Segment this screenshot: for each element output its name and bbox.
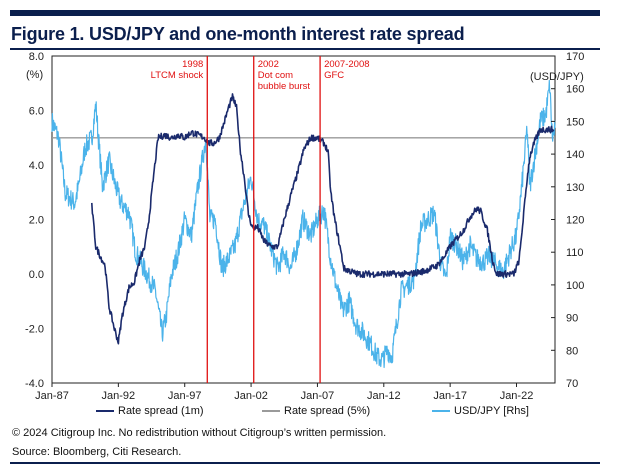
right-tick-label: 150 <box>566 116 584 128</box>
x-tick-label: Jan-17 <box>433 390 467 402</box>
legend-label-rate-spread-1m: Rate spread (1m) <box>118 405 204 417</box>
legend-item-usdjpy: USD/JPY [Rhs] <box>432 405 529 417</box>
legend-swatch-navy <box>96 410 114 412</box>
legend-label-rate-spread-5pct: Rate spread (5%) <box>284 405 371 417</box>
copyright-note: © 2024 Citigroup Inc. No redistribution … <box>12 427 387 439</box>
series-line-usdjpy <box>51 79 556 369</box>
legend-item-rate-spread-5pct: Rate spread (5%) <box>262 405 370 417</box>
right-tick-label: 130 <box>566 182 584 194</box>
right-tick-label: 170 <box>566 51 584 63</box>
source-note: Source: Bloomberg, Citi Research. <box>12 446 182 458</box>
series-line-rate-spread-1m <box>91 93 555 345</box>
right-tick-label: 100 <box>566 280 584 292</box>
left-tick-label: 0.0 <box>29 269 44 281</box>
x-axis-ticks: Jan-87 Jan-92 Jan-97 Jan-02 Jan-07 Jan-12 Jan-… <box>35 383 533 402</box>
rate-spread-series-layer <box>91 93 555 345</box>
event-annotation-text: GFC <box>324 70 344 81</box>
x-tick-label: Jan-22 <box>500 390 534 402</box>
right-tick-label: 110 <box>566 247 584 259</box>
right-tick-label: 70 <box>566 378 578 390</box>
legend-item-rate-spread-1m: Rate spread (1m) <box>96 405 204 417</box>
chart-title: Figure 1. USD/JPY and one-month interest… <box>11 24 465 44</box>
usdjpy-series-layer <box>51 79 556 369</box>
x-tick-label: Jan-92 <box>102 390 136 402</box>
x-tick-label: Jan-12 <box>367 390 401 402</box>
x-tick-label: Jan-02 <box>234 390 268 402</box>
left-axis-ticks: 8.0 6.0 4.0 2.0 0.0 -2.0 -4.0 <box>25 51 44 390</box>
right-axis-ticks: 170 160 150 140 130 120 110 100 90 80 70 <box>551 51 584 390</box>
top-rule <box>10 10 600 16</box>
right-tick-label: 80 <box>566 345 578 357</box>
left-axis-unit-label: (%) <box>26 69 43 81</box>
event-annotation-text: 2002 <box>258 59 279 70</box>
x-tick-label: Jan-87 <box>35 390 69 402</box>
left-tick-label: -4.0 <box>25 378 44 390</box>
right-axis-unit-label: (USD/JPY) <box>530 71 584 83</box>
left-tick-label: 2.0 <box>29 215 44 227</box>
event-annotation-text: LTCM shock <box>151 70 204 81</box>
left-tick-label: 6.0 <box>29 106 44 118</box>
right-tick-label: 90 <box>566 313 578 325</box>
right-tick-label: 160 <box>566 84 584 96</box>
x-tick-label: Jan-07 <box>301 390 335 402</box>
left-tick-label: 4.0 <box>29 160 44 172</box>
event-annotation-text: Dot com <box>258 70 293 81</box>
legend-swatch-gray <box>262 410 280 412</box>
legend-label-usdjpy: USD/JPY [Rhs] <box>454 405 529 417</box>
event-annotation-text: bubble burst <box>258 81 311 92</box>
title-underline <box>10 48 600 50</box>
footer-rule <box>10 462 600 464</box>
legend-swatch-light-blue <box>432 410 450 412</box>
right-tick-label: 120 <box>566 215 584 227</box>
event-annotation-text: 2007-2008 <box>324 59 369 70</box>
left-tick-label: -2.0 <box>25 324 44 336</box>
x-tick-label: Jan-97 <box>168 390 202 402</box>
right-tick-label: 140 <box>566 149 584 161</box>
left-tick-label: 8.0 <box>29 51 44 63</box>
event-annotation-text: 1998 <box>182 59 203 70</box>
